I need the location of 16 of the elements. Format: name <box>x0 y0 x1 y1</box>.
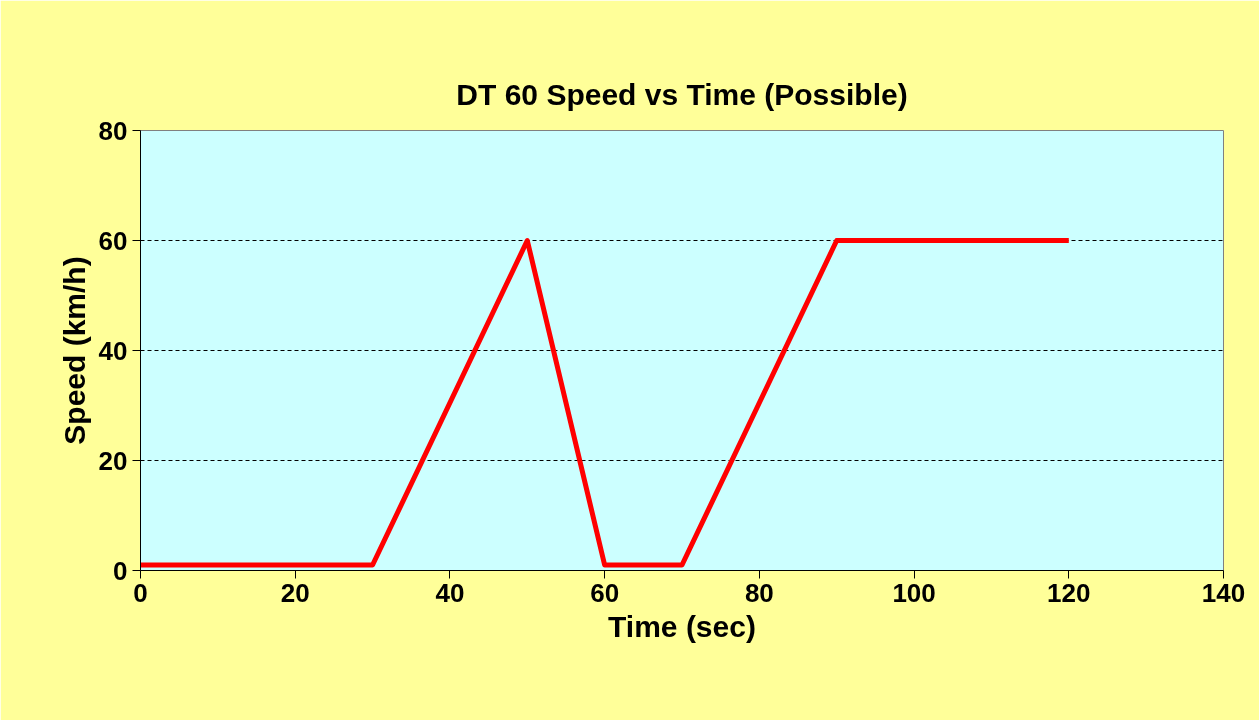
x-tick-label: 60 <box>590 577 620 608</box>
x-tick-label: 40 <box>435 577 465 608</box>
y-axis-title: Speed (km/h) <box>57 256 91 445</box>
x-tick-label: 100 <box>892 577 936 608</box>
y-tick-label: 20 <box>98 445 128 476</box>
x-tick-label: 80 <box>744 577 774 608</box>
x-axis-title: Time (sec) <box>608 609 756 643</box>
y-tick-label: 0 <box>113 555 128 586</box>
x-tick-label: 0 <box>133 577 148 608</box>
chart-title: DT 60 Speed vs Time (Possible) <box>456 77 908 111</box>
x-tick-label: 120 <box>1047 577 1091 608</box>
y-tick-label: 60 <box>98 225 128 256</box>
y-tick-label: 80 <box>98 115 128 146</box>
x-tick-label: 20 <box>280 577 310 608</box>
y-tick-label: 40 <box>98 335 128 366</box>
x-tick-label: 140 <box>1201 577 1246 608</box>
